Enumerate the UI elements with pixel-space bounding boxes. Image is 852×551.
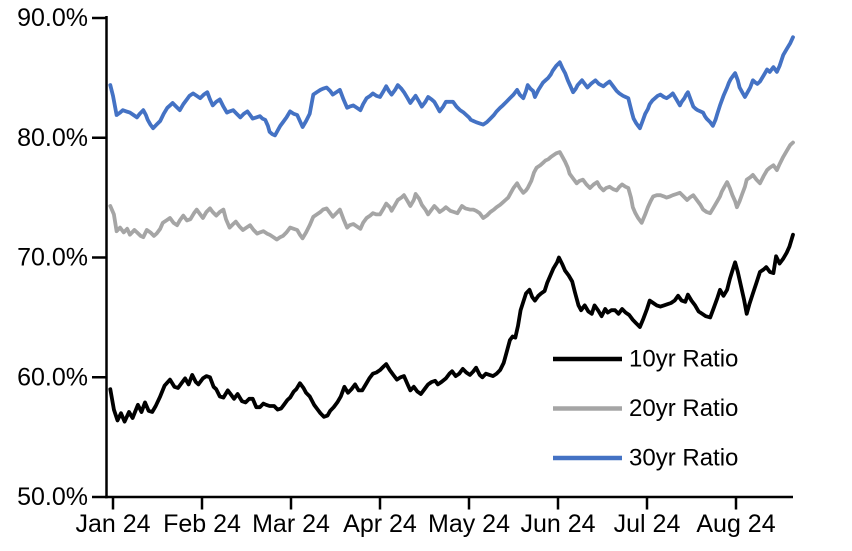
y-ticks: 50.0% 60.0% 70.0% 80.0% 90.0% xyxy=(17,4,107,511)
series-line-30yr-ratio xyxy=(108,35,795,138)
x-tick-label: Feb 24 xyxy=(163,510,241,538)
y-axis: 50.0% 60.0% 70.0% 80.0% 90.0% xyxy=(17,4,108,511)
x-tick-label: Aug 24 xyxy=(696,510,775,538)
series-line-10yr-ratio xyxy=(108,232,795,424)
legend-label-20yr-ratio: 20yr Ratio xyxy=(629,395,738,422)
y-tick-label: 60.0% xyxy=(17,363,88,391)
x-tick-label: Jan 24 xyxy=(75,510,150,538)
series-lines xyxy=(108,35,795,424)
series-line-20yr-ratio xyxy=(108,140,795,242)
y-tick-label: 70.0% xyxy=(17,244,88,272)
legend: 10yr Ratio 20yr Ratio 30yr Ratio xyxy=(553,346,738,472)
x-tick-label: Jul 24 xyxy=(614,510,681,538)
x-tick-label: Jun 24 xyxy=(520,510,595,538)
legend-entry-20yr-ratio: 20yr Ratio xyxy=(553,395,738,422)
legend-label-10yr-ratio: 10yr Ratio xyxy=(629,346,738,373)
x-axis: Jan 24 Feb 24 Mar 24 Apr 24 May 24 Jun 24 Jul … xyxy=(75,495,793,538)
legend-label-30yr-ratio: 30yr Ratio xyxy=(629,445,738,472)
x-tick-label: May 24 xyxy=(428,510,510,538)
y-tick-label: 90.0% xyxy=(17,4,88,32)
legend-entry-30yr-ratio: 30yr Ratio xyxy=(553,445,738,472)
x-tick-label: Mar 24 xyxy=(252,510,330,538)
y-tick-label: 80.0% xyxy=(17,124,88,152)
x-ticks: Jan 24 Feb 24 Mar 24 Apr 24 May 24 Jun 24 Jul … xyxy=(75,497,776,538)
legend-entry-10yr-ratio: 10yr Ratio xyxy=(553,346,738,373)
x-tick-label: Apr 24 xyxy=(343,510,417,538)
y-tick-label: 50.0% xyxy=(17,483,88,511)
